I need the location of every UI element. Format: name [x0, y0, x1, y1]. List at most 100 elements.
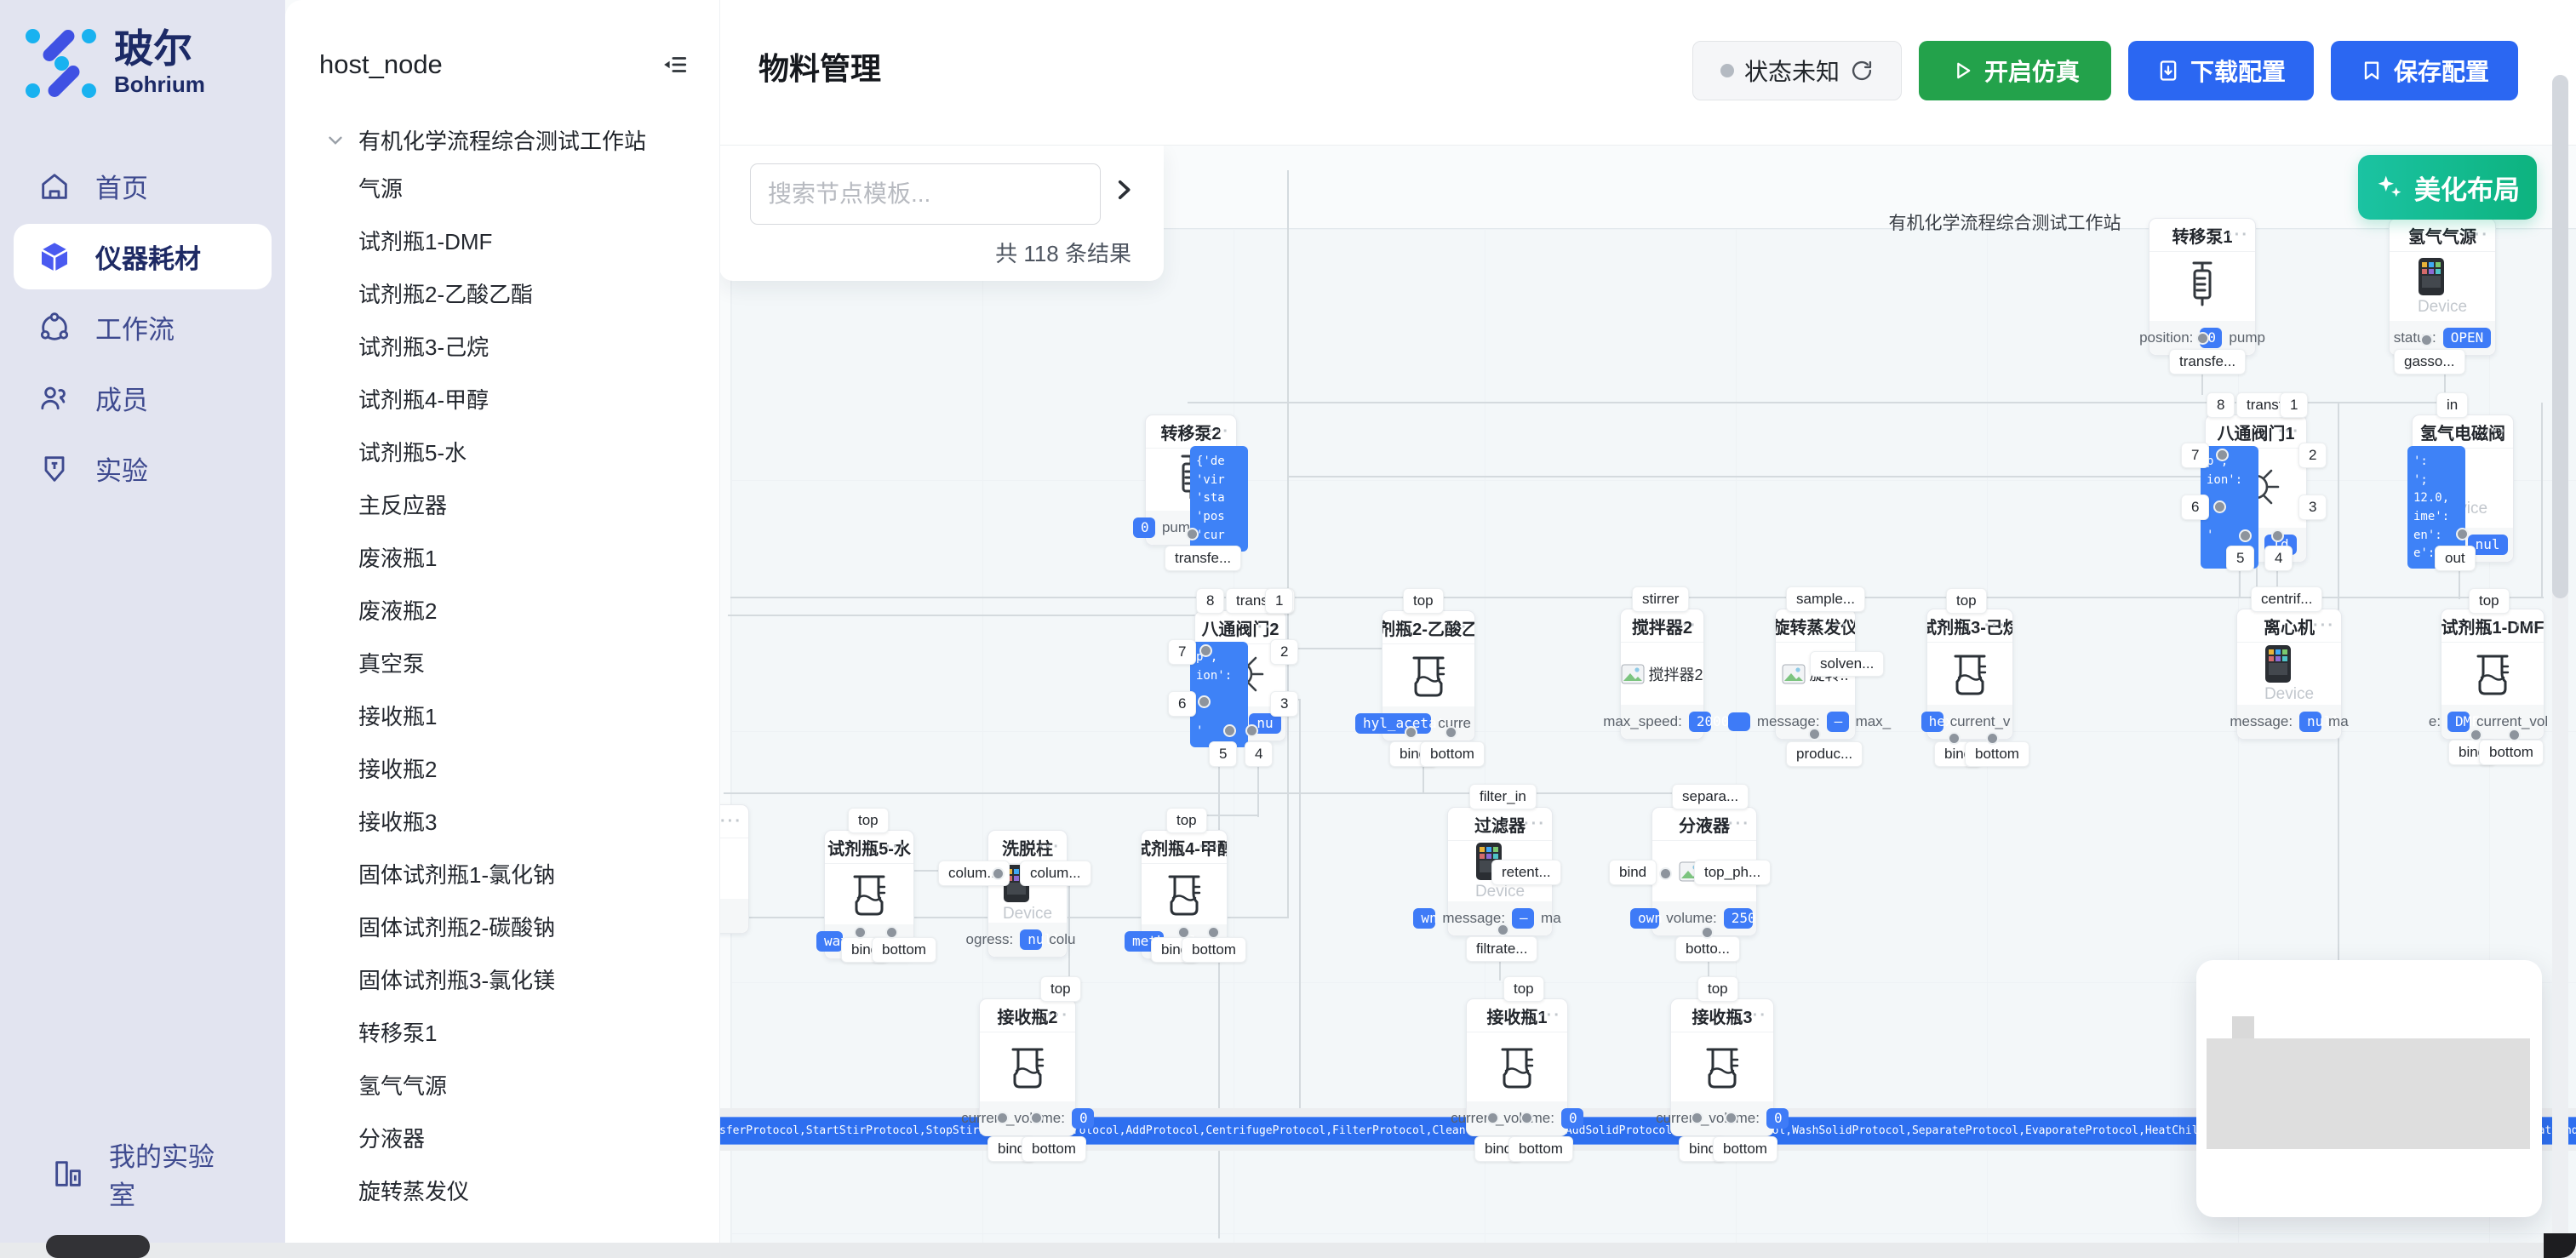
port-tag[interactable]: top — [1403, 588, 1444, 614]
tree-item[interactable]: 试剂瓶1-DMF — [358, 229, 493, 254]
port-tag[interactable]: solven... — [1810, 651, 1885, 677]
node-menu-icon[interactable]: ··· — [1446, 618, 1468, 637]
tree-item[interactable]: 固体试剂瓶3-氯化镁 — [358, 968, 556, 993]
node-menu-icon[interactable]: ··· — [2278, 422, 2300, 441]
node-menu-icon[interactable]: ··· — [2516, 616, 2538, 635]
port-tag[interactable]: bottom — [1713, 1136, 1777, 1162]
graph-node[interactable]: 接收瓶3 ··· current_volume: 0 — [1656, 998, 1789, 1136]
sidebar-item-workflow[interactable]: 工作流 — [14, 294, 272, 360]
port-tag[interactable]: 5 — [2226, 546, 2255, 571]
port-tag[interactable]: transfe... — [1165, 546, 1242, 571]
node-menu-icon[interactable]: ··· — [2313, 616, 2335, 635]
vertical-scrollbar[interactable] — [2552, 75, 2568, 1241]
port-tag[interactable]: top — [1040, 976, 1081, 1002]
port-tag[interactable]: top — [2469, 588, 2510, 614]
tree-item[interactable]: 试剂瓶3-己烷 — [358, 335, 489, 360]
port-tag[interactable]: bind — [1609, 860, 1657, 885]
port-tag[interactable]: 6 — [2181, 495, 2210, 520]
port-tag[interactable]: 8 — [2207, 392, 2235, 418]
tree-item[interactable]: 分液器 — [358, 1126, 426, 1152]
tree-item[interactable]: 接收瓶2 — [358, 757, 438, 782]
sidebar-item-mylab[interactable]: 我的实验室 — [27, 1122, 258, 1226]
port-tag[interactable]: 3 — [1270, 691, 1299, 717]
port-tag[interactable]: gasso... — [2394, 349, 2465, 375]
status-badge[interactable]: 状态未知 — [1692, 41, 1902, 100]
port-tag[interactable]: 3 — [2298, 495, 2327, 520]
port-tag[interactable]: 4 — [2264, 546, 2293, 571]
tree-item[interactable]: 真空泵 — [358, 651, 426, 677]
tree-item[interactable]: 气源 — [358, 176, 404, 202]
port-tag[interactable]: bottom — [1182, 937, 1246, 963]
port-tag[interactable]: colum... — [1020, 861, 1091, 886]
node-menu-icon[interactable]: ··· — [1039, 838, 1061, 856]
port-tag[interactable]: top — [1166, 808, 1207, 833]
port-tag[interactable]: transfe... — [2169, 349, 2247, 375]
node-menu-icon[interactable]: ··· — [1047, 1006, 1069, 1025]
port-tag[interactable]: 6 — [1168, 691, 1197, 717]
download-config-button[interactable]: 下载配置 — [2128, 41, 2314, 100]
node-menu-icon[interactable]: ··· — [1257, 618, 1279, 637]
port-tag[interactable]: 7 — [2181, 443, 2210, 468]
graph-node[interactable]: 氢气气源 ··· Device status: OPEN — [2389, 218, 2496, 356]
graph-node[interactable]: ··· d — [719, 804, 749, 934]
expand-chevron-icon[interactable] — [1109, 175, 1138, 204]
port-tag[interactable]: out — [2435, 546, 2476, 571]
port-tag[interactable]: top — [1697, 976, 1738, 1002]
port-tag[interactable]: separa... — [1672, 784, 1749, 809]
port-tag[interactable]: top_ph... — [1694, 860, 1772, 885]
horizontal-scrollbar[interactable] — [0, 1243, 2576, 1258]
port-tag[interactable]: top — [1946, 588, 1987, 614]
node-menu-icon[interactable]: ··· — [1199, 838, 1221, 856]
minimap-viewport[interactable] — [2207, 1038, 2530, 1149]
node-menu-icon[interactable]: ··· — [2227, 226, 2249, 244]
port-tag[interactable]: produc... — [1786, 741, 1863, 767]
graph-node[interactable]: 接收瓶2 ··· current_volume: 0 — [961, 998, 1094, 1136]
node-menu-icon[interactable]: ··· — [1208, 422, 1230, 441]
tree-item[interactable]: 废液瓶2 — [358, 598, 438, 624]
node-menu-icon[interactable]: ··· — [1728, 815, 1750, 833]
tree-item[interactable]: 接收瓶1 — [358, 704, 438, 729]
vertical-scrollbar-thumb[interactable] — [2552, 75, 2568, 598]
tree-item[interactable]: 旋转蒸发仪 — [358, 1179, 470, 1204]
node-menu-icon[interactable]: ··· — [1524, 815, 1546, 833]
port-tag[interactable]: 2 — [2298, 443, 2327, 468]
node-menu-icon[interactable]: ··· — [2485, 422, 2507, 441]
port-tag[interactable]: retent... — [1491, 860, 1561, 885]
node-menu-icon[interactable]: ··· — [720, 812, 742, 831]
port-tag[interactable]: bottom — [2479, 740, 2544, 765]
tree-item[interactable]: 试剂瓶2-乙酸乙酯 — [358, 282, 534, 307]
port-tag[interactable]: top — [848, 808, 889, 833]
minimap[interactable] — [2196, 960, 2542, 1217]
tree-item[interactable]: 试剂瓶5-水 — [358, 440, 467, 466]
graph-node[interactable]: 八通阀门1···status:Idp', ion': ' — [2201, 415, 2307, 569]
port-tag[interactable]: centrif... — [2251, 586, 2323, 612]
port-tag[interactable]: 2 — [1270, 639, 1299, 665]
node-menu-icon[interactable]: ··· — [1745, 1006, 1767, 1025]
tree-item[interactable]: 固体试剂瓶1-氯化钠 — [358, 862, 556, 888]
graph-node[interactable]: 试剂瓶1-DMF ··· e: DMF current_vol — [2429, 609, 2548, 740]
tree-item[interactable]: 接收瓶3 — [358, 809, 438, 835]
collapse-panel-icon[interactable] — [661, 51, 689, 78]
port-tag[interactable]: 5 — [1209, 741, 1238, 767]
graph-node[interactable]: 洗脱柱 ··· Device ogress: null colu — [966, 830, 1075, 958]
tree-item[interactable]: 试剂瓶4-甲醇 — [358, 387, 489, 413]
refresh-icon[interactable] — [1850, 59, 1874, 83]
tree-item[interactable]: 氢气气源 — [358, 1073, 448, 1099]
tree-item[interactable]: 主反应器 — [358, 493, 448, 518]
port-tag[interactable]: stirrer — [1632, 586, 1690, 612]
port-tag[interactable]: bottom — [1420, 741, 1485, 767]
node-menu-icon[interactable]: ··· — [1827, 616, 1849, 635]
graph-canvas[interactable]: 有机化学流程综合测试工作站 transfe... gasso... 8 transfe… — [719, 145, 2576, 1258]
graph-node[interactable]: 离心机 ··· Device message: null ma — [2230, 609, 2349, 740]
sidebar-item-members[interactable]: 成员 — [14, 365, 272, 431]
sidebar-item-instruments[interactable]: 仪器耗材 — [14, 224, 272, 289]
tree-item[interactable]: 废液瓶1 — [358, 546, 438, 571]
node-menu-icon[interactable]: ··· — [2467, 226, 2489, 244]
sidebar-item-home[interactable]: 首页 — [14, 153, 272, 219]
graph-node[interactable]: 接收瓶1 ··· current_volume: 0 — [1451, 998, 1583, 1136]
tree-item[interactable]: 固体试剂瓶2-碳酸钠 — [358, 915, 556, 941]
port-tag[interactable]: bottom — [1965, 741, 2029, 767]
start-simulation-button[interactable]: 开启仿真 — [1919, 41, 2111, 100]
port-tag[interactable]: 4 — [1245, 741, 1274, 767]
